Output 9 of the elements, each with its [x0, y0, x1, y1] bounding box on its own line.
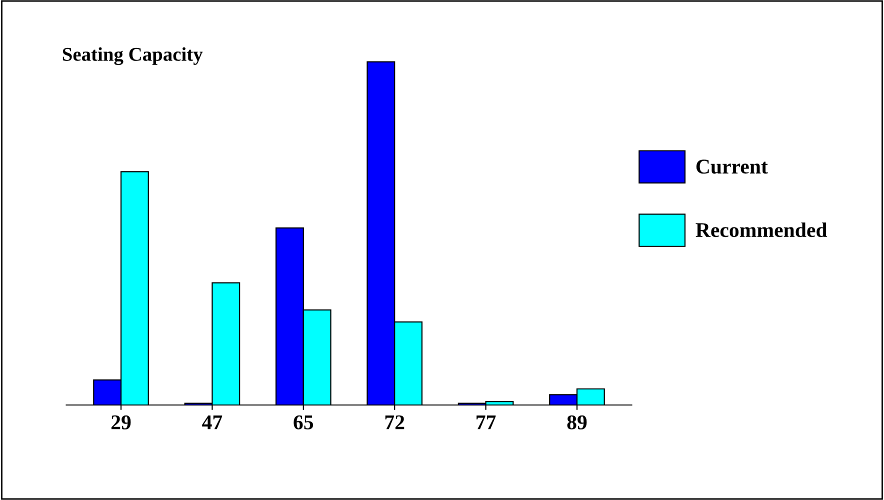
x-tick-label: 89 [567, 415, 587, 430]
x-tick-label: 47 [202, 415, 222, 430]
x-tick-label: 72 [385, 415, 404, 430]
x-tick-label: 77 [476, 416, 496, 430]
x-tick-label: 65 [294, 415, 314, 430]
x-tick-label: 29 [111, 415, 131, 430]
chart-title: Seating Capacity [62, 47, 203, 65]
legend-label: Current [696, 160, 768, 174]
legend-label: Recommended [696, 222, 828, 238]
